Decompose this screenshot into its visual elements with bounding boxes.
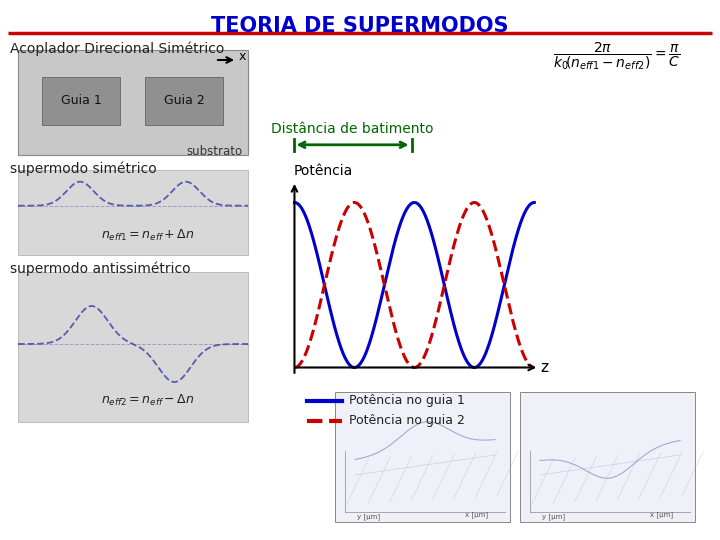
Bar (335, 392, 510, 522)
Text: y [μm]: y [μm] (357, 513, 380, 519)
Text: $\dfrac{2\pi}{k_0\!\left(n_{eff1}-n_{eff2}\right)}=\dfrac{\pi}{C}$: $\dfrac{2\pi}{k_0\!\left(n_{eff1}-n_{eff… (553, 40, 680, 72)
Bar (18, 272, 248, 422)
Text: $n_{eff2}=n_{eff}- \Delta n$: $n_{eff2}=n_{eff}- \Delta n$ (102, 393, 194, 408)
Text: supermodo simétrico: supermodo simétrico (10, 162, 157, 177)
Text: z: z (540, 360, 548, 375)
Text: Potência no guia 2: Potência no guia 2 (348, 414, 464, 427)
Text: x [μm]: x [μm] (650, 511, 673, 518)
Text: Distância de batimento: Distância de batimento (271, 122, 434, 136)
Bar (520, 392, 695, 522)
Bar (145, 77, 223, 125)
Text: Potência: Potência (294, 164, 353, 178)
Bar (42, 77, 120, 125)
Text: Guia 2: Guia 2 (163, 94, 204, 107)
Text: substrato: substrato (187, 145, 243, 158)
Bar (18, 170, 248, 255)
Text: supermodo antissimétrico: supermodo antissimétrico (10, 262, 191, 276)
Text: y [μm]: y [μm] (542, 513, 565, 519)
Text: $n_{eff1}=n_{eff}+ \Delta n$: $n_{eff1}=n_{eff}+ \Delta n$ (102, 228, 194, 243)
Text: Guia 1: Guia 1 (60, 94, 102, 107)
Bar (18, 50, 248, 155)
Text: Acoplador Direcional Simétrico: Acoplador Direcional Simétrico (10, 42, 225, 57)
Text: Potência no guia 1: Potência no guia 1 (348, 394, 464, 407)
Text: TEORIA DE SUPERMODOS: TEORIA DE SUPERMODOS (211, 16, 509, 36)
Text: x: x (239, 51, 246, 64)
Text: x [μm]: x [μm] (465, 511, 488, 518)
